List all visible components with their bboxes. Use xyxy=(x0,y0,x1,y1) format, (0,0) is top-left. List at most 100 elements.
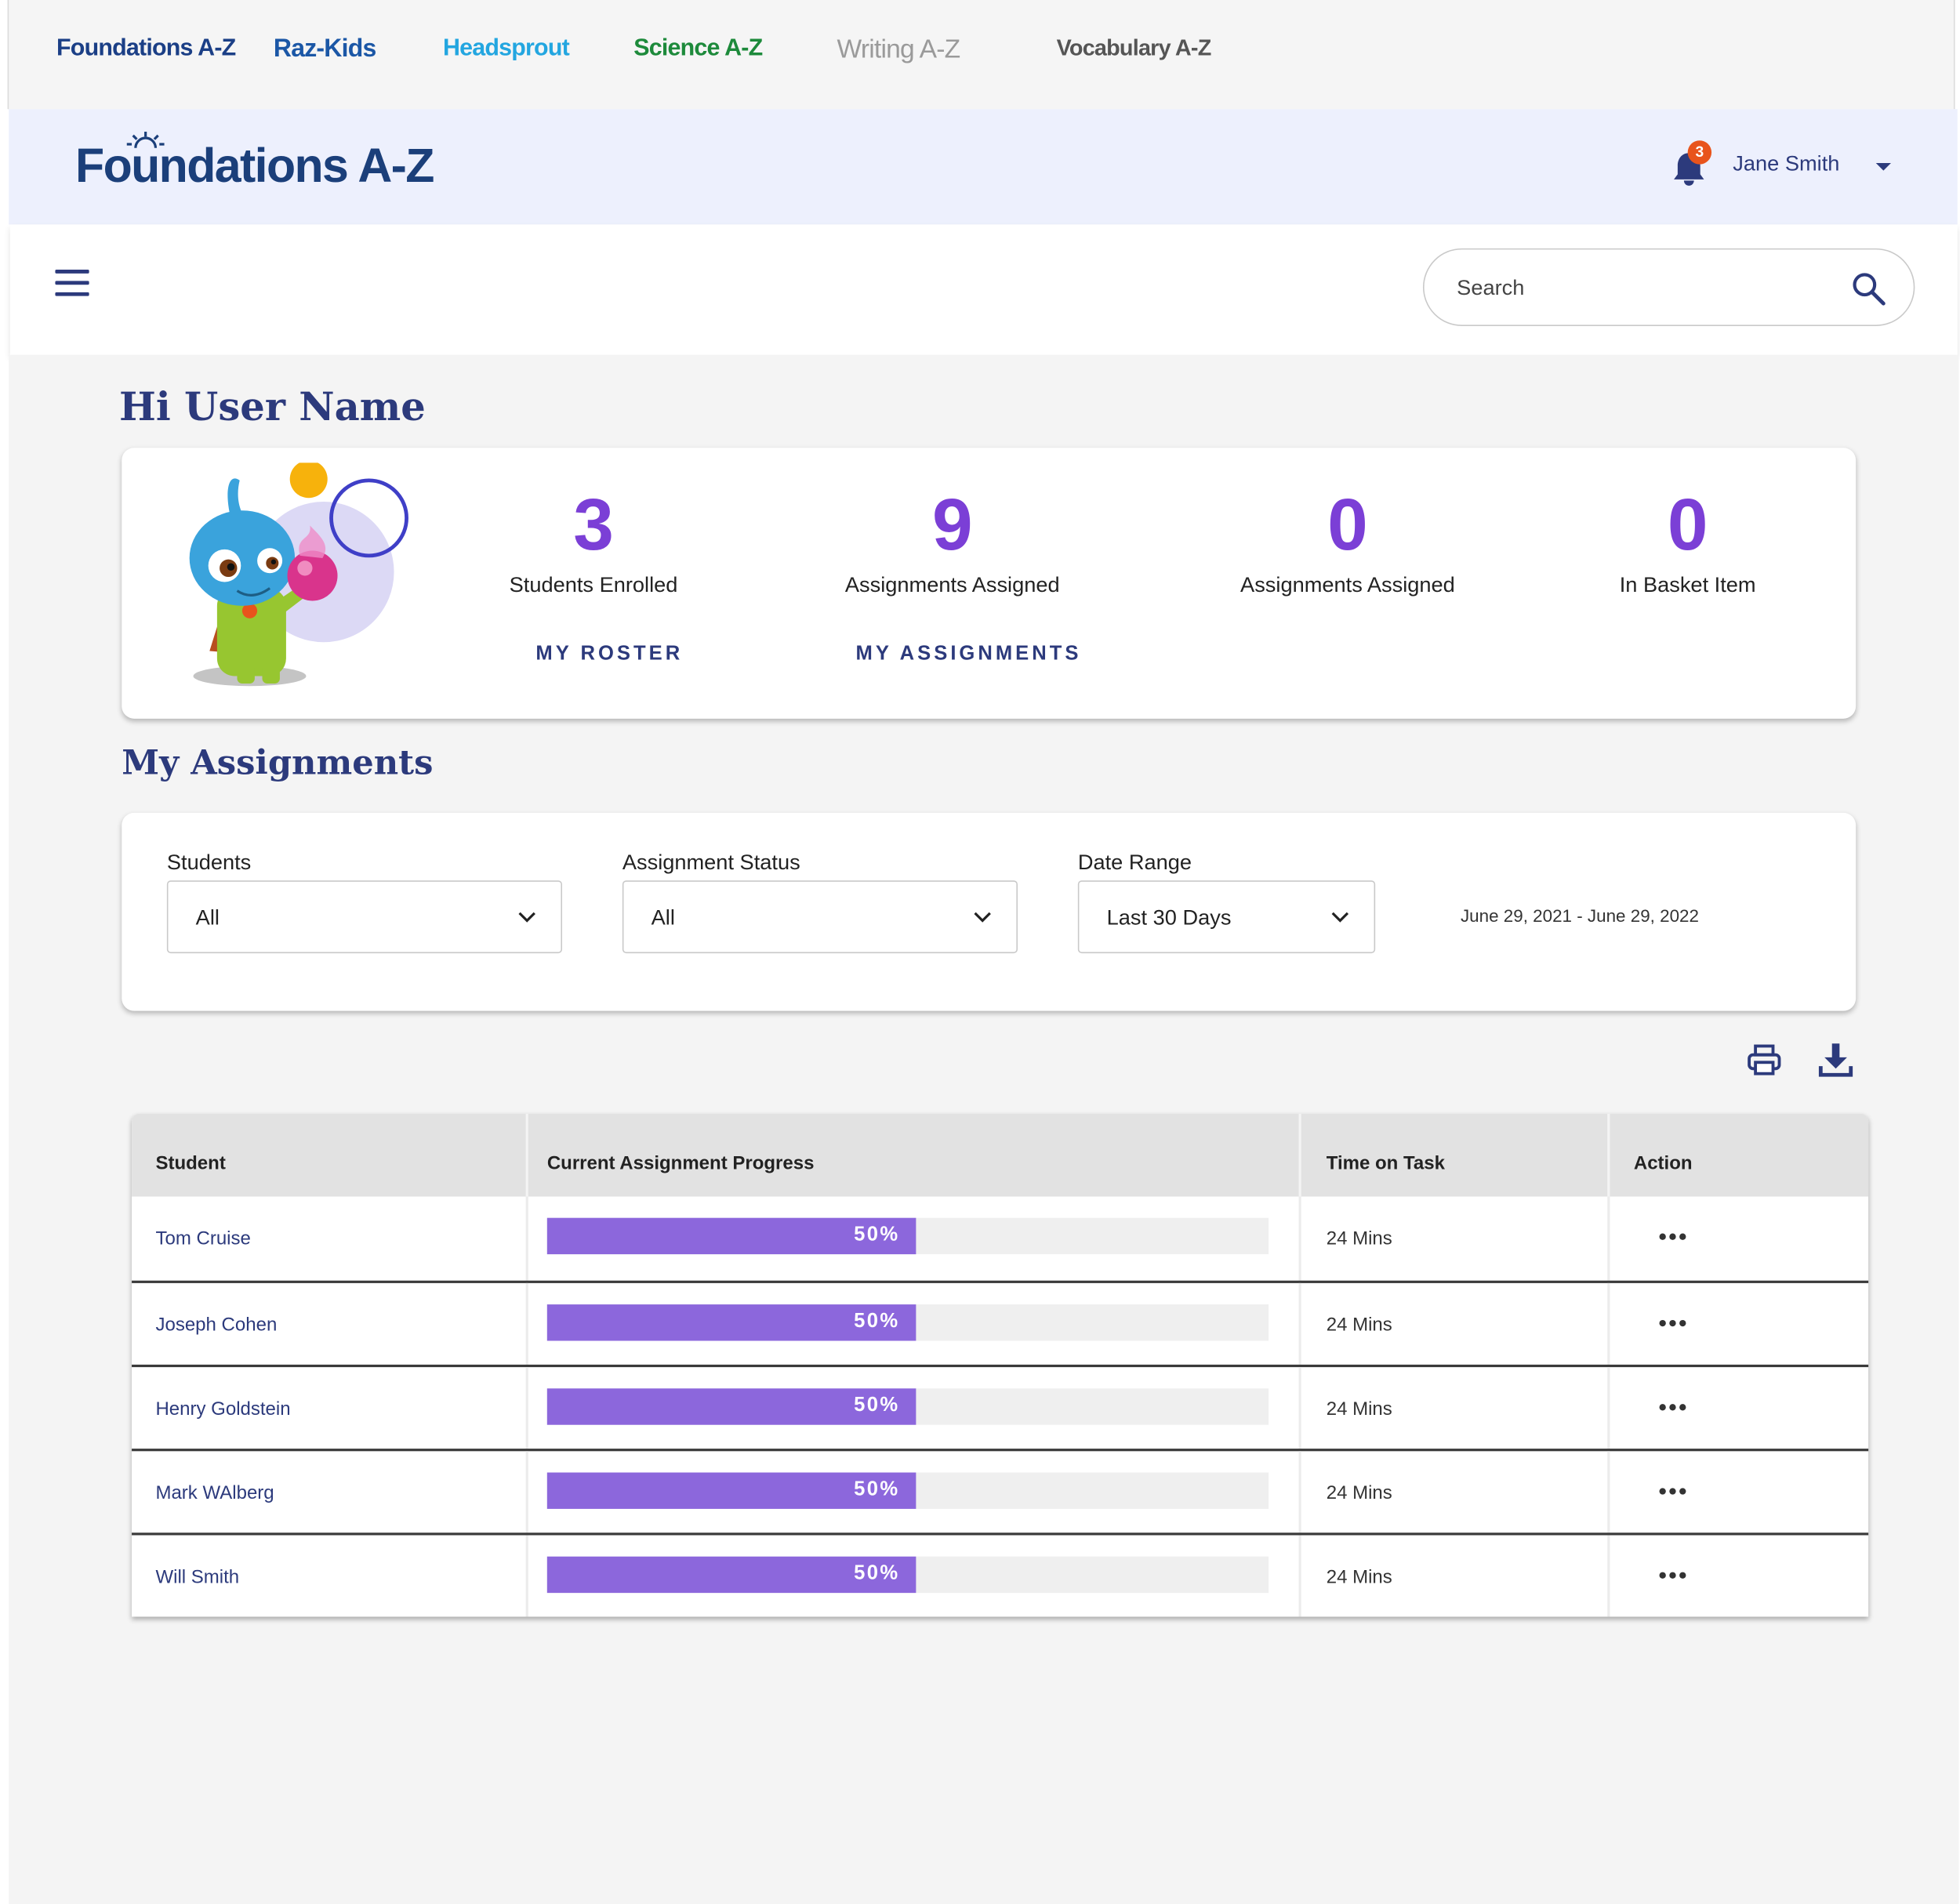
section-title-my-assignments: My Assignments xyxy=(122,743,434,783)
progress-label: 50% xyxy=(854,1562,900,1584)
app-header: Foundations A-Z 3 Jane Smith xyxy=(9,109,1958,225)
more-actions-icon[interactable] xyxy=(1657,1311,1687,1336)
stat-label: Students Enrolled xyxy=(509,573,678,597)
student-name-link[interactable]: Henry Goldstein xyxy=(155,1398,291,1420)
filter-card: Students All Assignment Status All Date … xyxy=(122,812,1857,1011)
brand-writing-link[interactable]: Writing A-Z xyxy=(837,34,961,64)
brand-headsprout-link[interactable]: Headsprout xyxy=(442,34,570,62)
my-assignments-link[interactable]: MY ASSIGNMENTS xyxy=(855,643,1082,665)
column-divider xyxy=(525,1451,528,1533)
column-header-action: Action xyxy=(1633,1152,1693,1174)
toolbar xyxy=(9,224,1958,355)
progress-label: 50% xyxy=(854,1394,900,1416)
table-body: Tom Cruise 50% 24 Mins Joseph Cohen 50% 24 Mi… xyxy=(132,1196,1869,1617)
column-divider xyxy=(1298,1282,1301,1365)
print-icon[interactable] xyxy=(1747,1043,1782,1078)
stat-assignments-assigned: 9 Assignments Assigned xyxy=(825,483,1081,598)
more-actions-icon[interactable] xyxy=(1657,1479,1687,1504)
column-divider xyxy=(1607,1282,1610,1365)
greeting-heading: Hi User Name xyxy=(119,385,426,430)
stat-assignments-assigned-2: 0 Assignments Assigned xyxy=(1220,483,1476,598)
students-select[interactable]: All xyxy=(166,880,563,954)
user-menu-name[interactable]: Jane Smith xyxy=(1733,151,1840,176)
search-input[interactable] xyxy=(1457,272,1834,305)
my-roster-link[interactable]: MY ROSTER xyxy=(535,643,684,665)
logo-sun-icon xyxy=(126,132,165,148)
time-on-task: 24 Mins xyxy=(1326,1314,1392,1336)
students-filter-label: Students xyxy=(166,850,252,875)
brand-foundations-link[interactable]: Foundations A-Z xyxy=(56,34,236,62)
column-divider xyxy=(1298,1113,1301,1197)
column-header-progress[interactable]: Current Assignment Progress xyxy=(546,1152,815,1174)
stat-value: 9 xyxy=(931,484,973,566)
progress-bar-fill: 50% xyxy=(546,1556,916,1594)
table-header: Student Current Assignment Progress Time… xyxy=(132,1113,1869,1197)
table-row: Joseph Cohen 50% 24 Mins xyxy=(132,1280,1869,1365)
progress-bar: 50% xyxy=(546,1217,1269,1255)
main-content: Hi User Name xyxy=(9,354,1959,1904)
table-row: Mark WAlberg 50% 24 Mins xyxy=(132,1449,1869,1533)
column-header-student[interactable]: Student xyxy=(155,1152,226,1174)
download-icon[interactable] xyxy=(1818,1043,1853,1078)
stat-basket-items: 0 In Basket Item xyxy=(1590,483,1786,598)
progress-bar: 50% xyxy=(546,1388,1269,1425)
column-divider xyxy=(525,1196,528,1281)
chevron-down-icon xyxy=(1331,912,1349,923)
progress-bar-fill: 50% xyxy=(546,1472,916,1509)
column-divider xyxy=(525,1282,528,1365)
stat-value: 0 xyxy=(1327,484,1368,566)
time-on-task: 24 Mins xyxy=(1326,1482,1392,1504)
progress-bar-fill: 50% xyxy=(546,1304,916,1341)
time-on-task: 24 Mins xyxy=(1326,1398,1392,1420)
caret-down-icon[interactable] xyxy=(1875,161,1892,173)
progress-bar: 50% xyxy=(546,1304,1269,1341)
stat-value: 0 xyxy=(1667,484,1708,566)
table-row: Henry Goldstein 50% 24 Mins xyxy=(132,1364,1869,1449)
hamburger-menu-icon[interactable] xyxy=(55,270,89,299)
stat-students-enrolled: 3 Students Enrolled xyxy=(493,483,694,598)
student-name-link[interactable]: Will Smith xyxy=(155,1566,240,1588)
student-name-link[interactable]: Tom Cruise xyxy=(155,1228,251,1249)
student-name-link[interactable]: Joseph Cohen xyxy=(155,1314,278,1336)
date-range-filter-label: Date Range xyxy=(1077,850,1192,875)
column-divider xyxy=(1607,1451,1610,1533)
notification-count-badge: 3 xyxy=(1687,140,1712,165)
column-header-time[interactable]: Time on Task xyxy=(1326,1152,1445,1174)
date-range-select-value: Last 30 Days xyxy=(1106,905,1232,930)
column-divider xyxy=(1298,1451,1301,1533)
chevron-down-icon xyxy=(974,912,991,923)
time-on-task: 24 Mins xyxy=(1326,1566,1392,1588)
more-actions-icon[interactable] xyxy=(1657,1224,1687,1249)
chevron-down-icon xyxy=(518,912,535,923)
summary-card: 3 Students Enrolled 9 Assignments Assign… xyxy=(122,448,1857,719)
progress-label: 50% xyxy=(854,1311,900,1333)
students-select-value: All xyxy=(195,905,220,930)
stat-label: Assignments Assigned xyxy=(1240,573,1455,597)
student-name-link[interactable]: Mark WAlberg xyxy=(155,1482,274,1504)
search-box xyxy=(1422,248,1915,327)
date-range-text: June 29, 2021 - June 29, 2022 xyxy=(1460,905,1699,926)
product-switcher-bar: Foundations A-Z Raz-Kids Headsprout Scie… xyxy=(7,0,1955,110)
progress-bar: 50% xyxy=(546,1472,1269,1509)
date-range-select[interactable]: Last 30 Days xyxy=(1077,880,1376,954)
progress-bar-fill: 50% xyxy=(546,1388,916,1425)
stat-label: In Basket Item xyxy=(1619,573,1756,597)
table-row: Tom Cruise 50% 24 Mins xyxy=(132,1196,1868,1281)
brand-vocabulary-link[interactable]: Vocabulary A-Z xyxy=(1056,34,1212,60)
brand-razkids-link[interactable]: Raz-Kids xyxy=(273,34,376,63)
search-icon[interactable] xyxy=(1851,271,1886,306)
column-divider xyxy=(1607,1367,1610,1449)
brand-science-link[interactable]: Science A-Z xyxy=(633,34,763,62)
more-actions-icon[interactable] xyxy=(1657,1563,1687,1588)
column-divider xyxy=(1607,1196,1610,1281)
status-select[interactable]: All xyxy=(622,880,1018,954)
more-actions-icon[interactable] xyxy=(1657,1394,1687,1420)
progress-bar-fill: 50% xyxy=(546,1217,916,1255)
column-divider xyxy=(1298,1196,1301,1281)
column-divider xyxy=(525,1113,528,1197)
app-logo[interactable]: Foundations A-Z xyxy=(75,140,434,194)
status-select-value: All xyxy=(651,905,675,930)
stat-label: Assignments Assigned xyxy=(844,573,1060,597)
progress-label: 50% xyxy=(854,1224,900,1246)
status-filter-label: Assignment Status xyxy=(622,850,800,875)
